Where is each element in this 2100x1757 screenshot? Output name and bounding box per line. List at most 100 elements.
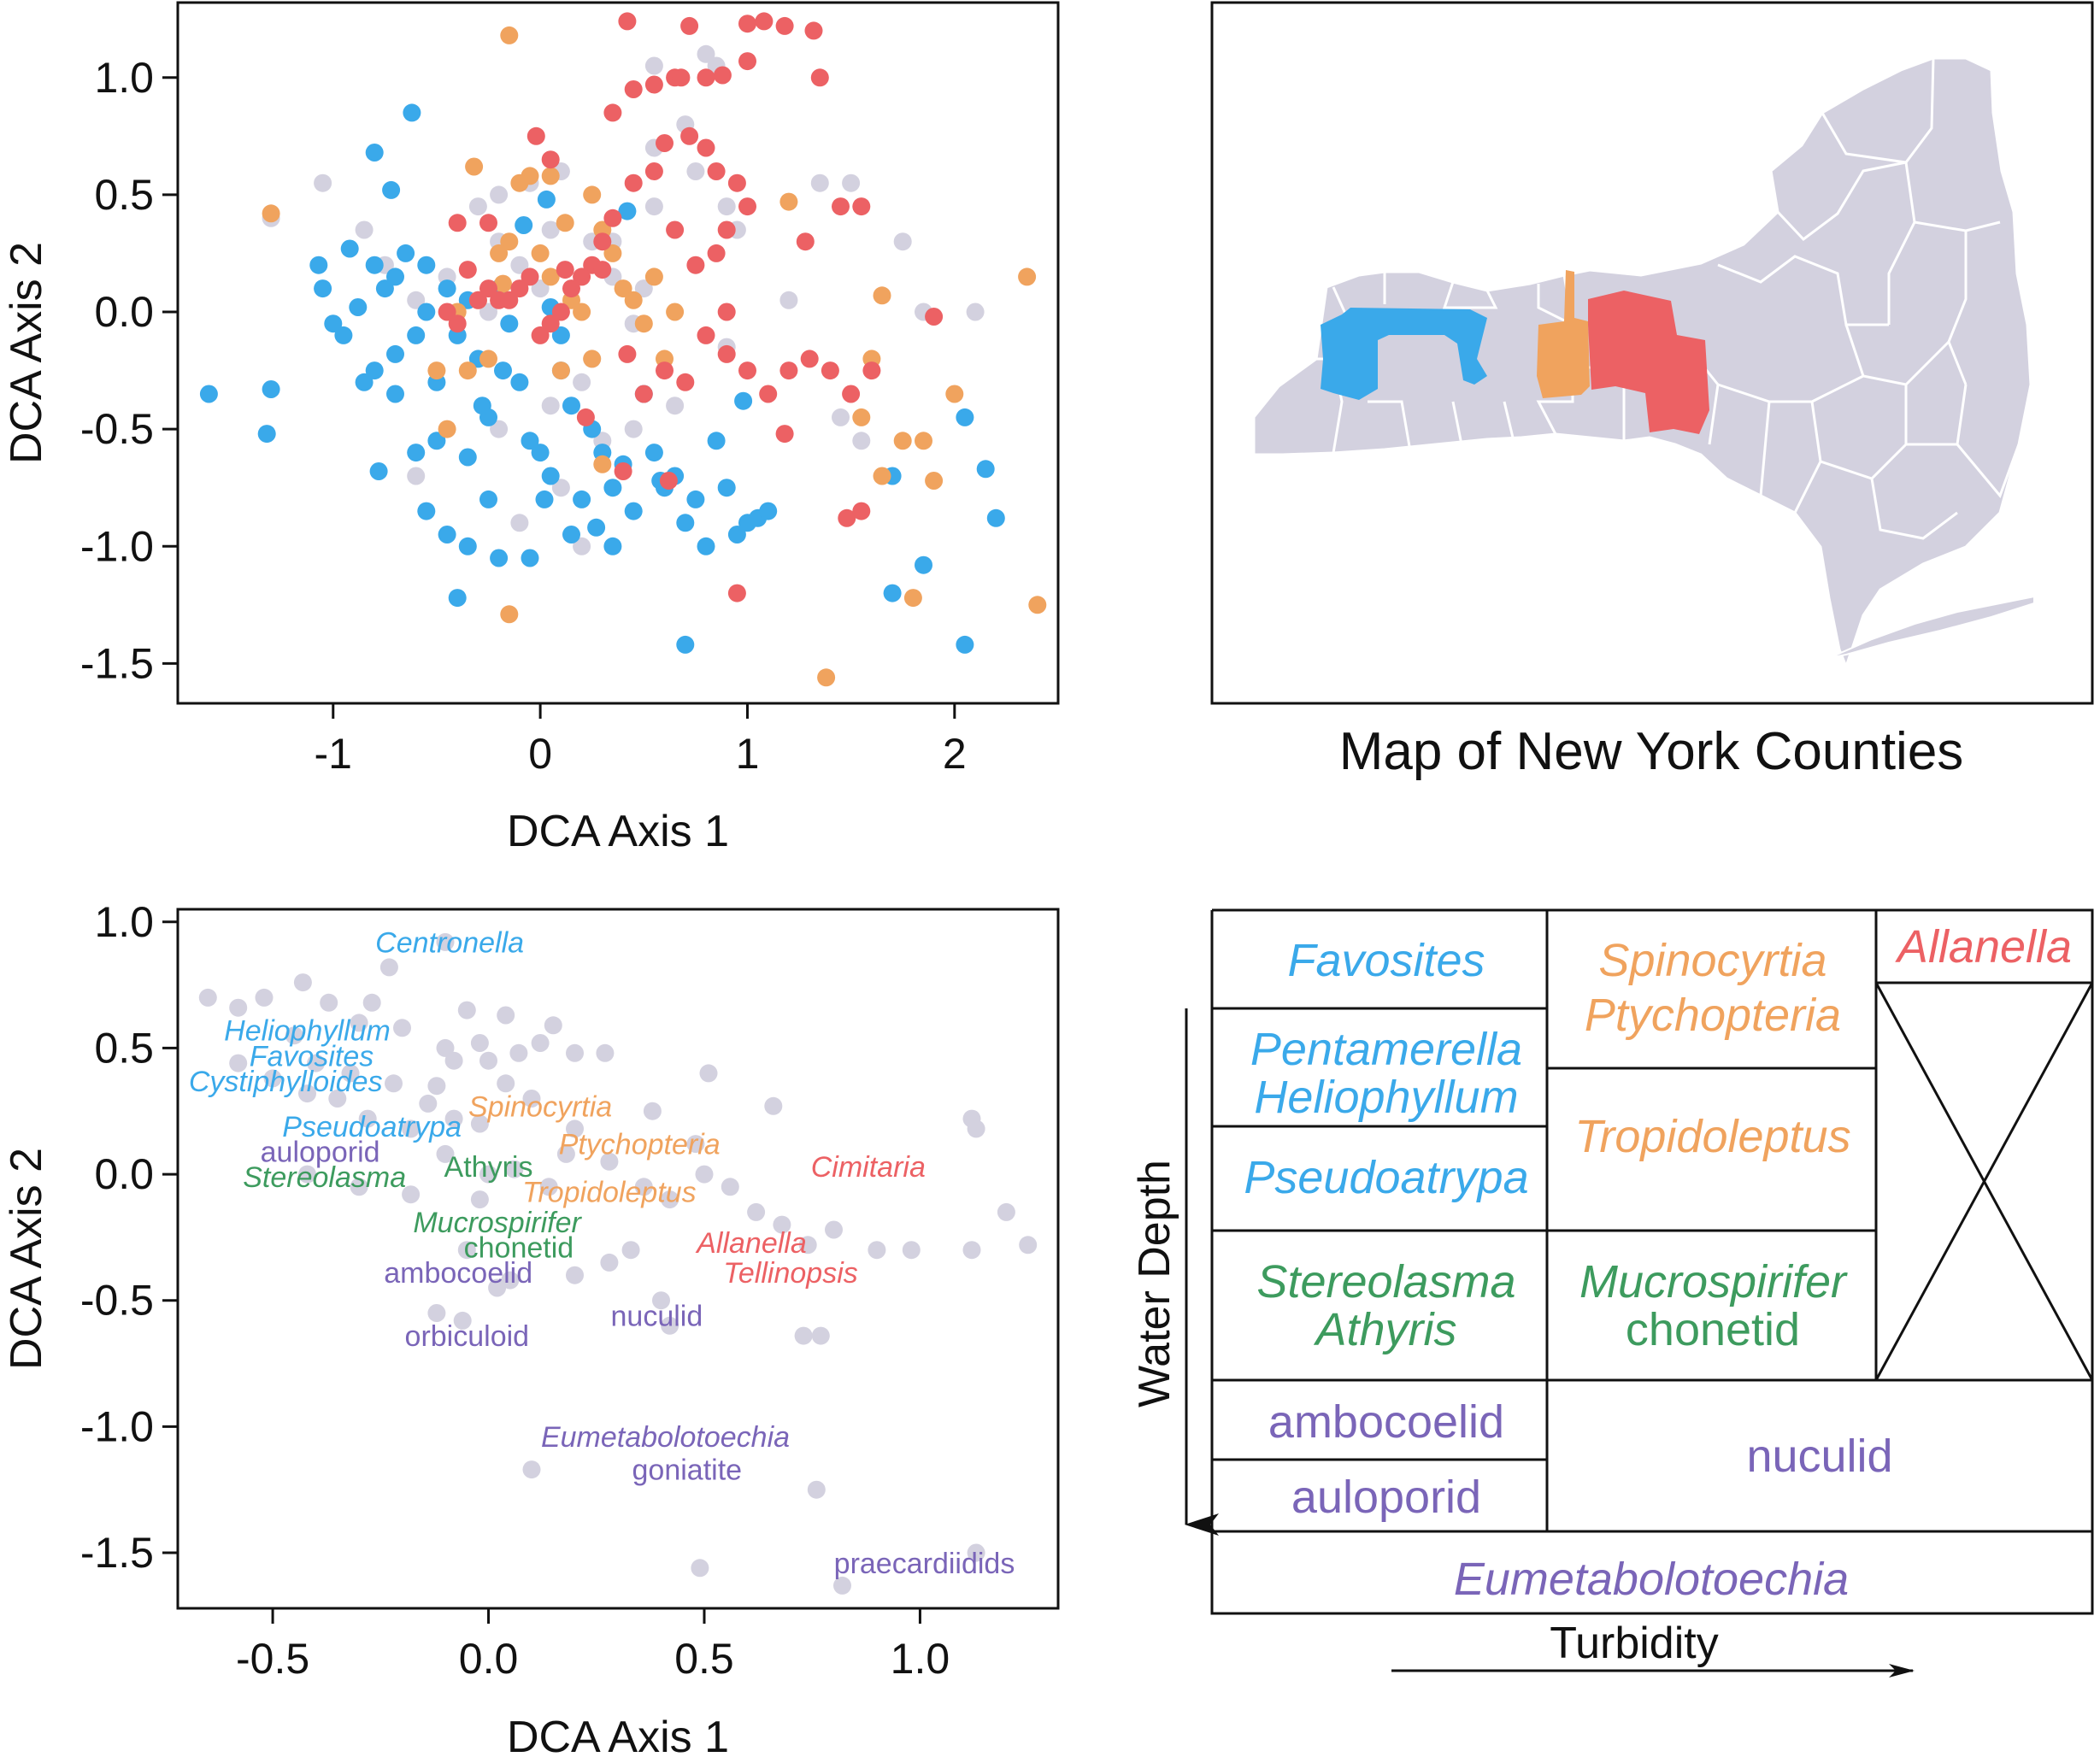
- species-point: [747, 1202, 766, 1221]
- table-cell-stereolasma: Stereolasma Athyris: [1256, 1256, 1515, 1355]
- species-label: Favosites: [250, 1040, 374, 1072]
- species-point: [402, 1119, 421, 1138]
- species-point: [307, 1054, 326, 1072]
- data-point-gray: [810, 173, 829, 192]
- species-point: [721, 1178, 739, 1196]
- data-point-blue: [262, 380, 280, 398]
- species-point: [457, 1241, 476, 1260]
- species-point: [479, 1165, 497, 1184]
- data-point-blue: [407, 326, 426, 344]
- species-point: [298, 1084, 316, 1103]
- data-point-blue: [417, 256, 436, 274]
- data-point-blue: [535, 490, 554, 508]
- data-point-red: [796, 232, 815, 251]
- species-point: [868, 1241, 886, 1260]
- data-point-red: [656, 134, 674, 152]
- species-point: [764, 1096, 783, 1115]
- cell-stereolasma-text: Stereolasma: [1256, 1256, 1515, 1307]
- data-point-orange: [551, 361, 570, 380]
- data-point-red: [717, 344, 736, 363]
- data-point-red: [593, 232, 612, 251]
- data-point-red: [603, 103, 622, 122]
- x-tick-label: -1: [315, 730, 352, 778]
- data-point-gray: [407, 467, 426, 485]
- species-point: [350, 1014, 368, 1032]
- data-point-orange: [817, 668, 836, 687]
- map-region-blue: [1321, 308, 1487, 400]
- species-point: [497, 1006, 515, 1025]
- data-point-gray: [666, 397, 685, 415]
- data-point-blue: [521, 432, 539, 450]
- species-point: [453, 1311, 472, 1330]
- data-point-red: [779, 361, 798, 380]
- species-point: [263, 1069, 282, 1088]
- species-point: [600, 1253, 619, 1272]
- scatter-panel-species: Centronella HeliophyllumFavositesCystiphy…: [2, 898, 1060, 1757]
- species-point: [358, 1109, 377, 1128]
- data-point-red: [800, 350, 819, 368]
- data-point-red: [738, 361, 756, 380]
- data-point-red: [676, 373, 695, 391]
- data-point-red: [717, 303, 736, 321]
- species-point: [661, 1190, 679, 1209]
- data-point-blue: [199, 385, 218, 403]
- species-point: [661, 1316, 679, 1335]
- data-point-gray: [634, 279, 653, 298]
- species-label: Athyris: [444, 1151, 533, 1184]
- cell-spinocyrtia-text: Spinocyrtia: [1598, 935, 1826, 986]
- scatter-panel-samples: -1 0 1 2 1.0 0.5 0.0 -0.5 -1.0 -1.5 DCA Axis 1 DC…: [2, 1, 1060, 856]
- data-point-blue: [365, 256, 384, 274]
- data-point-gray: [644, 197, 663, 216]
- species-label: Tropidoleptus: [522, 1177, 697, 1209]
- data-point-red: [707, 162, 726, 180]
- species-point: [1019, 1236, 1038, 1255]
- species-point: [379, 958, 398, 977]
- data-point-orange: [262, 204, 280, 223]
- data-point-red: [573, 267, 591, 286]
- table-cell-nuculid: nuculid: [1746, 1431, 1892, 1482]
- species-point: [229, 1054, 248, 1072]
- species-point: [596, 1043, 615, 1062]
- species-label: nuculid: [611, 1300, 703, 1332]
- data-point-red: [603, 209, 622, 227]
- data-point-blue: [382, 180, 401, 199]
- cell-pseudoatrypa-text: Pseudoatrypa: [1244, 1152, 1528, 1203]
- x-tick-label: 2: [943, 730, 967, 778]
- table-cell-mucrospirifer: Mucrospirifer chonetid: [1579, 1256, 1848, 1355]
- data-point-blue: [883, 584, 902, 602]
- data-point-orange: [893, 432, 912, 450]
- data-point-blue: [915, 555, 932, 574]
- ny-state-map: [1252, 56, 2035, 671]
- data-point-blue: [500, 314, 519, 333]
- data-point-blue: [587, 518, 606, 537]
- species-point: [393, 1019, 411, 1037]
- data-point-blue: [458, 448, 477, 467]
- data-point-blue: [448, 589, 467, 608]
- cell-favosites-text: Favosites: [1287, 935, 1485, 986]
- species-label: Stereolasma: [243, 1161, 406, 1194]
- table-cell-ambocoelid: ambocoelid: [1268, 1396, 1504, 1448]
- data-point-red: [644, 162, 663, 180]
- data-point-blue: [355, 373, 374, 391]
- species-point: [566, 1119, 584, 1138]
- data-point-blue: [956, 635, 974, 654]
- data-point-blue: [676, 635, 695, 654]
- data-point-red: [618, 12, 637, 31]
- species-label: Allanella: [695, 1227, 807, 1260]
- data-point-gray: [644, 56, 663, 75]
- data-point-red: [738, 197, 756, 216]
- data-point-orange: [438, 420, 456, 438]
- data-point-orange: [500, 26, 519, 44]
- depth-turbidity-table: Favosites Pentamerella Heliophyllum Pseu…: [1130, 908, 2094, 1678]
- data-point-blue: [510, 373, 529, 391]
- data-point-red: [852, 197, 871, 216]
- y-tick-label: -1.0: [80, 1402, 154, 1450]
- cell-pentamerella-text: Pentamerella: [1250, 1024, 1522, 1075]
- data-point-orange: [490, 244, 509, 262]
- data-point-red: [500, 291, 519, 309]
- species-label: orbiculoid: [405, 1320, 530, 1353]
- data-point-red: [697, 326, 715, 344]
- species-label: Tellinopsis: [723, 1257, 858, 1290]
- species-point: [566, 1043, 584, 1062]
